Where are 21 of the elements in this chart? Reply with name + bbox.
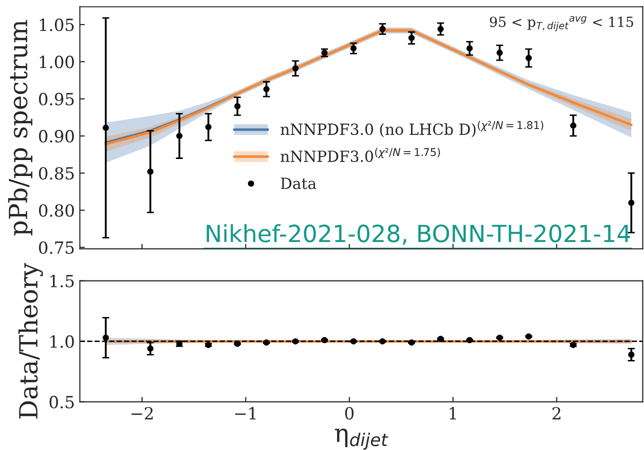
x-tick-label: 1: [450, 407, 456, 420]
y-axis-title: Data/Theory: [18, 262, 43, 418]
y-tick-label: 0.5: [50, 396, 74, 408]
x-tick-label: 0: [345, 407, 354, 420]
y-tick-label: 0.80: [38, 204, 74, 217]
y-tick-label: 0.75: [38, 241, 74, 254]
y-tick-label: 0.95: [38, 92, 74, 106]
y-tick-label: 0.85: [38, 167, 74, 180]
x-tick-label: 2: [552, 407, 560, 420]
annotation: Nikhef-2021-028, BONN-TH-2021-14: [206, 224, 630, 245]
y-tick-label: 1.00: [40, 56, 74, 68]
legend-label: Data: [280, 178, 316, 190]
y-tick-label: 0.90: [38, 130, 74, 143]
annotation: 95 < p$_{T,dijet}$$^{avg}$ < 115: [490, 16, 634, 32]
y-tick-label: 1.0: [50, 335, 74, 348]
y-axis-title: pPb/pp spectrum: [8, 20, 32, 236]
y-tick-label: 1.5: [50, 274, 74, 288]
y-tick-label: 1.05: [40, 18, 74, 32]
x-axis-title: η$_{dijet}$: [334, 428, 388, 450]
x-tick-label: −1: [235, 407, 256, 420]
x-tick-label: −2: [132, 407, 153, 420]
